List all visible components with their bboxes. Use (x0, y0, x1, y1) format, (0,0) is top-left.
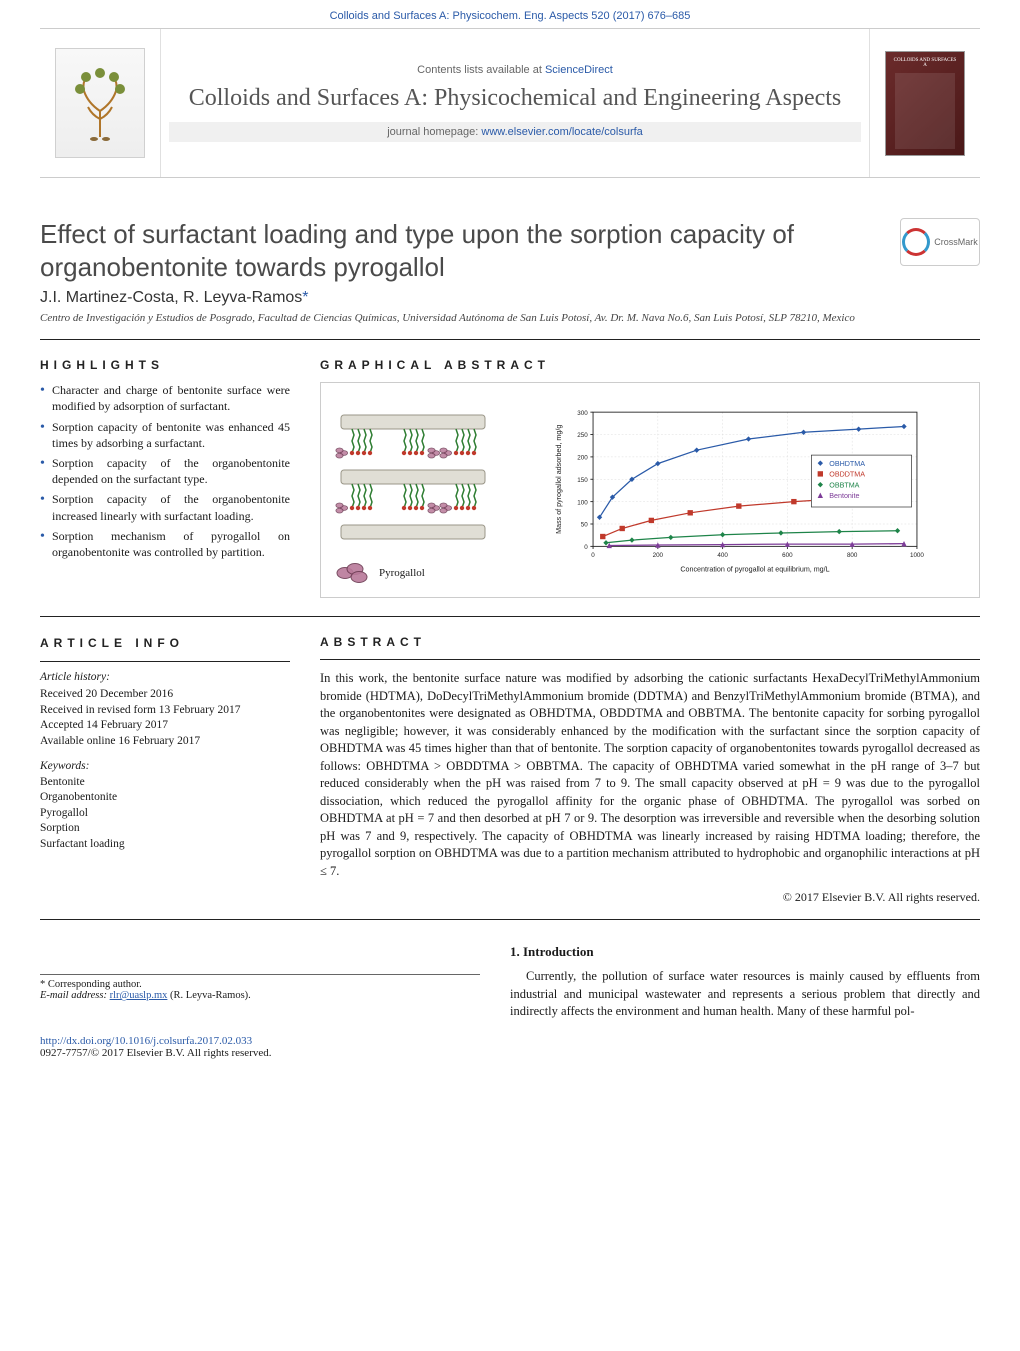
svg-text:OBHDTMA: OBHDTMA (829, 460, 865, 468)
doi-link[interactable]: http://dx.doi.org/10.1016/j.colsurfa.201… (40, 1035, 252, 1047)
keyword: Sorption (40, 821, 290, 837)
svg-text:400: 400 (717, 552, 728, 559)
intro-paragraph: Currently, the pollution of surface wate… (510, 968, 980, 1021)
svg-text:300: 300 (577, 410, 588, 417)
highlight-item: Sorption capacity of the organobentonite… (40, 455, 290, 487)
svg-text:250: 250 (577, 433, 588, 440)
corr-email-link[interactable]: rlr@uaslp.mx (110, 990, 168, 1001)
ga-molecular-schematic (333, 395, 493, 555)
svg-text:0: 0 (584, 544, 588, 551)
corr-email-line: E-mail address: rlr@uaslp.mx (R. Leyva-R… (40, 990, 480, 1001)
highlight-item: Sorption capacity of bentonite was enhan… (40, 419, 290, 451)
cover-mini-image (895, 73, 955, 149)
email-prefix: E-mail address: (40, 990, 110, 1001)
body-section: * Corresponding author. E-mail address: … (40, 944, 980, 1021)
journal-title: Colloids and Surfaces A: Physicochemical… (189, 84, 842, 113)
article-info-heading: ARTICLE INFO (40, 635, 290, 651)
highlight-item: Sorption mechanism of pyrogallol on orga… (40, 528, 290, 560)
rule-bottom (40, 919, 980, 920)
rule-mid (40, 616, 980, 617)
corresponding-star: * (302, 289, 308, 306)
svg-text:200: 200 (577, 455, 588, 462)
title-row: Effect of surfactant loading and type up… (40, 218, 980, 283)
highlight-item: Sorption capacity of the organobentonite… (40, 491, 290, 523)
svg-text:200: 200 (653, 552, 664, 559)
svg-text:50: 50 (581, 522, 588, 529)
ga-figure: Pyrogallol 0 200 400 600 800 1000 0 50 100 150 200… (320, 382, 980, 598)
masthead: Contents lists available at ScienceDirec… (40, 28, 980, 178)
article-info-block: ARTICLE INFO Article history: Received 2… (40, 635, 290, 905)
highlight-item: Character and charge of bentonite surfac… (40, 382, 290, 414)
elsevier-tree-logo (55, 48, 145, 158)
highlights-list: Character and charge of bentonite surfac… (40, 382, 290, 560)
contents-prefix: Contents lists available at (417, 64, 545, 76)
history-line: Accepted 14 February 2017 (40, 718, 290, 734)
abstract-text: In this work, the bentonite surface natu… (320, 670, 980, 880)
keyword: Organobentonite (40, 790, 290, 806)
masthead-center: Contents lists available at ScienceDirec… (160, 29, 870, 177)
info-abstract-row: ARTICLE INFO Article history: Received 2… (40, 635, 980, 905)
ga-chart: 0 200 400 600 800 1000 0 50 100 150 200 250 300 OBHDT… (509, 405, 967, 575)
svg-text:Mass of pyrogallol adsorbed, m: Mass of pyrogallol adsorbed, mg/g (555, 425, 563, 534)
abstract-block: ABSTRACT In this work, the bentonite sur… (320, 635, 980, 905)
svg-text:600: 600 (782, 552, 793, 559)
homepage-prefix: journal homepage: (387, 126, 481, 138)
journal-cover-thumb: COLLOIDS AND SURFACES A (885, 51, 965, 156)
pyrogallol-label: Pyrogallol (379, 567, 425, 579)
body-right-col: 1. Introduction Currently, the pollution… (510, 944, 980, 1021)
svg-text:800: 800 (847, 552, 858, 559)
cover-mini-title: COLLOIDS AND SURFACES A (892, 58, 958, 69)
corr-name: (R. Leyva-Ramos). (167, 990, 250, 1001)
pyrogallol-icon (333, 561, 371, 585)
rule-top (40, 339, 980, 340)
history-line: Received in revised form 13 February 201… (40, 703, 290, 719)
abstract-heading: ABSTRACT (320, 635, 980, 649)
ga-heading: GRAPHICAL ABSTRACT (320, 358, 980, 372)
crossmark-icon (902, 228, 930, 256)
sciencedirect-link[interactable]: ScienceDirect (545, 64, 613, 76)
svg-text:100: 100 (577, 500, 588, 507)
graphical-abstract-block: GRAPHICAL ABSTRACT Pyrogallol 0 200 400 600… (320, 358, 980, 598)
homepage-link[interactable]: www.elsevier.com/locate/colsurfa (481, 126, 642, 138)
body-left-col: * Corresponding author. E-mail address: … (40, 944, 480, 1021)
corresponding-author-block: * Corresponding author. E-mail address: … (40, 974, 480, 1001)
svg-text:1000: 1000 (910, 552, 924, 559)
author-names: J.I. Martinez-Costa, R. Leyva-Ramos (40, 289, 302, 306)
cover-thumb-cell: COLLOIDS AND SURFACES A (870, 29, 980, 177)
keywords-heading: Keywords: (40, 759, 290, 775)
highlights-heading: HIGHLIGHTS (40, 358, 290, 372)
history-line: Available online 16 February 2017 (40, 734, 290, 750)
homepage-line: journal homepage: www.elsevier.com/locat… (169, 122, 861, 142)
svg-text:150: 150 (577, 477, 588, 484)
tree-icon (70, 63, 130, 143)
author-line: J.I. Martinez-Costa, R. Leyva-Ramos* (40, 289, 980, 307)
crossmark-label: CrossMark (934, 237, 978, 247)
abstract-copyright: © 2017 Elsevier B.V. All rights reserved… (320, 890, 980, 905)
publisher-logo-cell (40, 29, 160, 177)
history-line: Received 20 December 2016 (40, 687, 290, 703)
highlights-block: HIGHLIGHTS Character and charge of bento… (40, 358, 290, 598)
intro-heading: 1. Introduction (510, 944, 980, 960)
svg-text:0: 0 (591, 552, 595, 559)
history-heading: Article history: (40, 670, 290, 686)
contents-available-line: Contents lists available at ScienceDirec… (417, 64, 613, 76)
keyword: Bentonite (40, 775, 290, 791)
keyword: Surfactant loading (40, 837, 290, 853)
corr-label: * Corresponding author. (40, 979, 480, 990)
crossmark-badge[interactable]: CrossMark (900, 218, 980, 266)
affiliation: Centro de Investigación y Estudios de Po… (40, 311, 980, 325)
keyword: Pyrogallol (40, 806, 290, 822)
doi-block: http://dx.doi.org/10.1016/j.colsurfa.201… (40, 1035, 980, 1059)
running-head: Colloids and Surfaces A: Physicochem. En… (0, 0, 1020, 28)
highlights-ga-row: HIGHLIGHTS Character and charge of bento… (40, 358, 980, 598)
svg-text:Concentration of pyrogallol at: Concentration of pyrogallol at equilibri… (680, 566, 829, 574)
ga-pyrogallol-legend: Pyrogallol (333, 561, 425, 585)
svg-text:OBBTMA: OBBTMA (829, 482, 859, 490)
issn-copyright: 0927-7757/© 2017 Elsevier B.V. All right… (40, 1047, 272, 1059)
svg-text:Bentonite: Bentonite (829, 492, 859, 500)
article-title: Effect of surfactant loading and type up… (40, 218, 880, 283)
svg-text:OBDDTMA: OBDDTMA (829, 471, 865, 479)
